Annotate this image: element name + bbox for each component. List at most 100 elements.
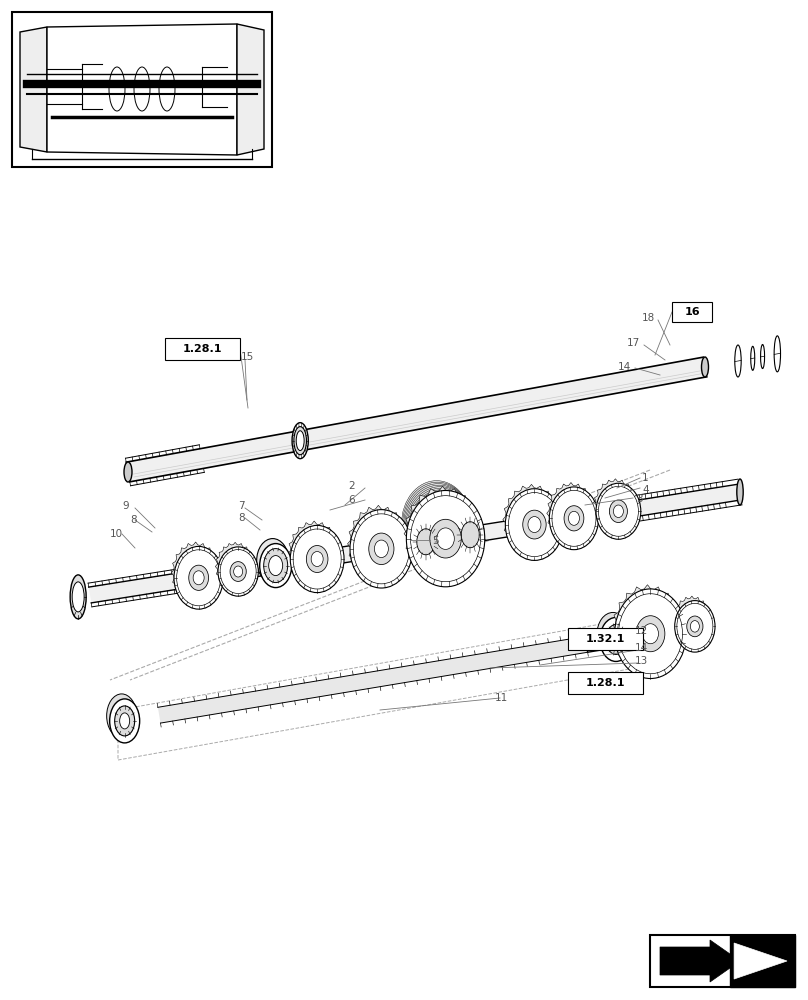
Text: 1.28.1: 1.28.1 — [183, 344, 222, 354]
Polygon shape — [216, 542, 255, 591]
Ellipse shape — [290, 525, 344, 593]
Polygon shape — [503, 484, 560, 555]
Ellipse shape — [120, 713, 129, 729]
Ellipse shape — [109, 67, 125, 111]
Polygon shape — [89, 484, 741, 603]
Ellipse shape — [110, 699, 140, 743]
Ellipse shape — [70, 575, 86, 619]
Text: 10: 10 — [110, 529, 123, 539]
Text: 14: 14 — [618, 362, 631, 372]
Bar — [568, 628, 643, 650]
Ellipse shape — [412, 522, 440, 562]
Ellipse shape — [404, 485, 474, 571]
Ellipse shape — [569, 511, 579, 525]
Ellipse shape — [461, 522, 479, 548]
Ellipse shape — [600, 617, 632, 661]
Ellipse shape — [107, 694, 137, 738]
Ellipse shape — [311, 552, 323, 567]
Ellipse shape — [410, 494, 480, 580]
Ellipse shape — [564, 506, 584, 531]
Ellipse shape — [159, 67, 175, 111]
Ellipse shape — [430, 519, 461, 558]
Ellipse shape — [701, 357, 709, 377]
Text: 9: 9 — [122, 501, 128, 511]
Polygon shape — [20, 27, 47, 152]
Text: 1: 1 — [642, 473, 649, 483]
Ellipse shape — [407, 490, 477, 576]
Ellipse shape — [259, 544, 292, 588]
Ellipse shape — [528, 517, 541, 533]
Polygon shape — [734, 943, 787, 979]
Ellipse shape — [189, 565, 208, 590]
Text: 16: 16 — [684, 307, 700, 317]
Ellipse shape — [453, 510, 482, 550]
Ellipse shape — [610, 630, 622, 648]
Polygon shape — [288, 521, 340, 587]
Ellipse shape — [609, 500, 627, 523]
Polygon shape — [347, 505, 409, 582]
Ellipse shape — [774, 336, 781, 372]
Ellipse shape — [402, 482, 473, 568]
Ellipse shape — [417, 529, 435, 555]
Text: 1.28.1: 1.28.1 — [586, 678, 625, 688]
Text: 5: 5 — [432, 536, 439, 546]
Bar — [730, 935, 795, 987]
Polygon shape — [660, 940, 740, 982]
Text: 12: 12 — [635, 626, 648, 636]
Ellipse shape — [294, 427, 306, 455]
Ellipse shape — [409, 493, 479, 579]
Polygon shape — [672, 596, 712, 647]
Ellipse shape — [636, 616, 665, 652]
Ellipse shape — [613, 505, 624, 518]
Ellipse shape — [406, 490, 485, 587]
Ellipse shape — [368, 533, 394, 565]
Ellipse shape — [615, 589, 686, 679]
Polygon shape — [47, 24, 237, 155]
Ellipse shape — [292, 423, 309, 459]
Ellipse shape — [174, 546, 223, 609]
Ellipse shape — [405, 487, 475, 573]
Ellipse shape — [374, 540, 389, 558]
Ellipse shape — [350, 510, 413, 588]
Bar — [650, 935, 795, 987]
Polygon shape — [612, 585, 683, 673]
Ellipse shape — [72, 582, 84, 612]
Text: 7: 7 — [238, 501, 245, 511]
Text: 8: 8 — [130, 515, 137, 525]
Text: 18: 18 — [642, 313, 655, 323]
Ellipse shape — [457, 515, 484, 555]
Ellipse shape — [297, 431, 304, 451]
Ellipse shape — [402, 481, 472, 567]
Ellipse shape — [257, 539, 288, 583]
Text: 14: 14 — [635, 643, 648, 653]
Ellipse shape — [134, 67, 150, 111]
Ellipse shape — [690, 621, 700, 632]
Polygon shape — [547, 483, 595, 544]
Ellipse shape — [597, 612, 629, 656]
Bar — [672, 302, 712, 322]
Text: 4: 4 — [642, 485, 649, 495]
Ellipse shape — [596, 483, 641, 539]
Text: 8: 8 — [238, 513, 245, 523]
Ellipse shape — [642, 624, 659, 644]
Polygon shape — [126, 357, 707, 482]
Text: 13: 13 — [635, 656, 648, 666]
Text: 6: 6 — [348, 495, 355, 505]
Ellipse shape — [230, 562, 246, 581]
Text: 3: 3 — [636, 494, 642, 504]
Ellipse shape — [193, 571, 204, 585]
Polygon shape — [237, 24, 264, 155]
Polygon shape — [404, 486, 481, 581]
Ellipse shape — [734, 345, 741, 377]
Ellipse shape — [760, 345, 764, 369]
Ellipse shape — [437, 528, 454, 549]
Ellipse shape — [409, 517, 437, 557]
Ellipse shape — [269, 556, 283, 576]
Ellipse shape — [234, 566, 242, 577]
Text: 15: 15 — [241, 352, 255, 362]
Text: 2: 2 — [348, 481, 355, 491]
Ellipse shape — [115, 706, 135, 736]
Polygon shape — [158, 636, 587, 723]
Ellipse shape — [406, 488, 476, 574]
Ellipse shape — [408, 491, 478, 577]
